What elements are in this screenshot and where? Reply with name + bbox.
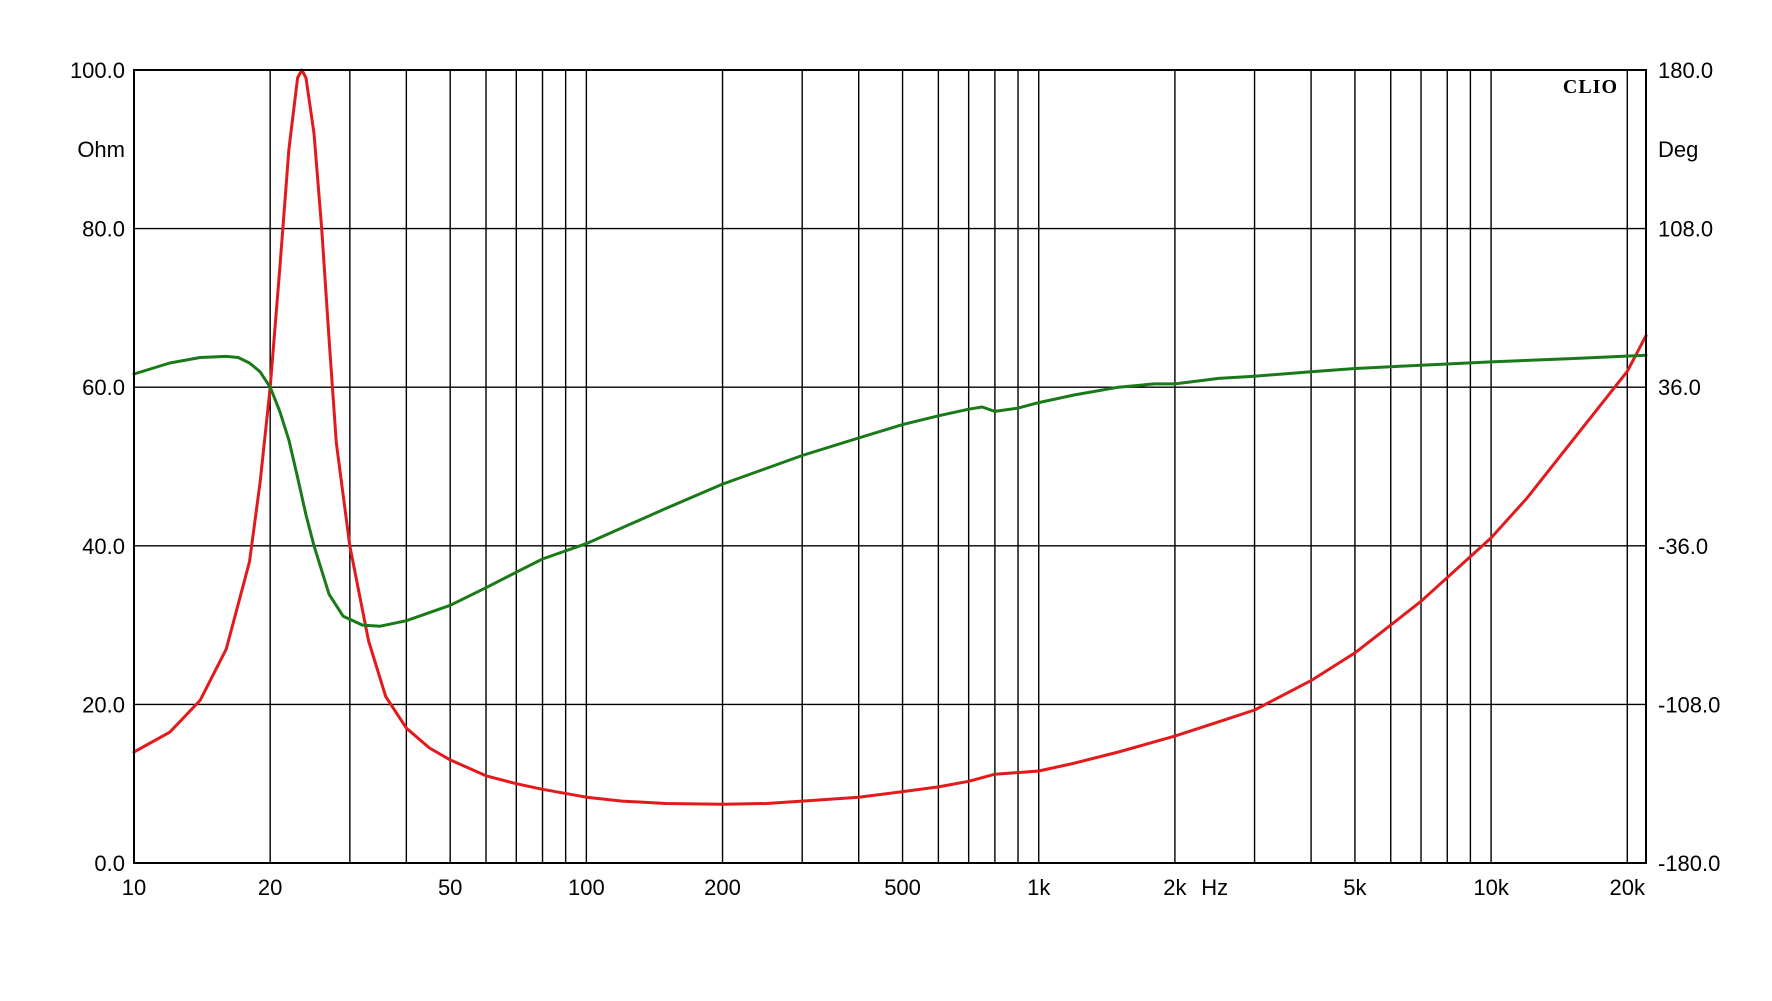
right-tick-labels: -180.0 -108.0 -36.0 36.0 108.0 180.0: [1658, 58, 1720, 876]
right-tick-label: -108.0: [1658, 692, 1720, 717]
x-tick-label: 20: [258, 875, 282, 900]
x-tick-label: 1k: [1027, 875, 1051, 900]
x-tick-label: 100: [568, 875, 605, 900]
left-tick-labels: 0.0 20.0 40.0 60.0 80.0 100.0: [70, 58, 125, 876]
x-gridlines: [133, 70, 1628, 863]
left-tick-label: 80.0: [82, 217, 125, 242]
series-layer: [132, 68, 1648, 806]
x-tick-label: 50: [438, 875, 462, 900]
right-tick-label: 108.0: [1658, 217, 1713, 242]
plot-frame: [133, 69, 1647, 864]
x-tick-label: 5k: [1343, 875, 1367, 900]
x-tick-label: 20k: [1610, 875, 1646, 900]
right-unit-label: Deg: [1658, 137, 1698, 162]
y-gridlines: [134, 69, 1646, 864]
brand-label: CLIO: [1563, 76, 1618, 98]
x-tick-label: 2k: [1163, 875, 1187, 900]
right-tick-label: 36.0: [1658, 375, 1701, 400]
right-tick-label: 180.0: [1658, 58, 1713, 83]
left-tick-label: 0.0: [94, 851, 125, 876]
impedance-series-line: [132, 68, 1648, 806]
x-tick-label: 10: [122, 875, 146, 900]
phase-series-line: [132, 353, 1648, 628]
right-tick-label: -180.0: [1658, 851, 1720, 876]
x-unit-label: Hz: [1201, 875, 1228, 900]
x-tick-labels: 10 20 50 100 200 500 1k 2k 5k 10k 20k: [122, 875, 1646, 900]
left-tick-label: 60.0: [82, 375, 125, 400]
left-tick-label: 20.0: [82, 692, 125, 717]
left-unit-label: Ohm: [77, 137, 125, 162]
x-tick-label: 500: [884, 875, 921, 900]
left-tick-label: 100.0: [70, 58, 125, 83]
x-tick-label: 10k: [1473, 875, 1509, 900]
right-tick-label: -36.0: [1658, 534, 1708, 559]
x-tick-label: 200: [704, 875, 741, 900]
left-tick-label: 40.0: [82, 534, 125, 559]
